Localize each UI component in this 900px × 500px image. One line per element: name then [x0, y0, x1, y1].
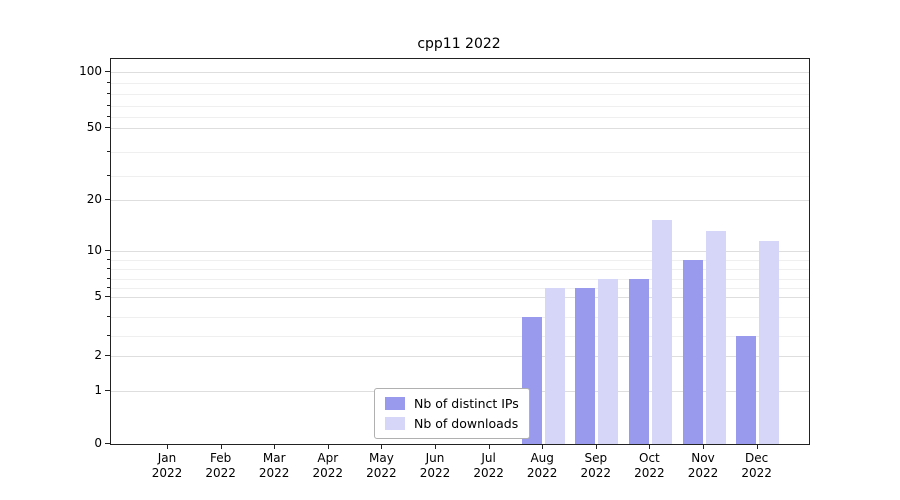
y-tick-10	[105, 250, 110, 252]
y-tick-label-0: 0	[94, 436, 102, 450]
bar-distinct-ips-dec	[736, 336, 757, 444]
y-tick-label-5: 5	[94, 288, 102, 303]
y-minor-tick-80	[107, 93, 110, 95]
legend-swatch-downloads	[385, 417, 405, 430]
minor-gridline-4	[111, 316, 809, 318]
y-minor-tick-4	[107, 315, 110, 317]
minor-gridline-60	[111, 116, 809, 118]
legend-item-distinct-ips: Nb of distinct IPs	[385, 396, 519, 411]
x-tick-label-oct: Oct 2022	[634, 451, 665, 480]
y-minor-tick-90	[107, 82, 110, 84]
minor-gridline-70	[111, 105, 809, 107]
bar-downloads-aug	[544, 287, 565, 444]
minor-gridline-8	[111, 269, 809, 271]
bar-distinct-ips-oct	[628, 278, 649, 444]
x-tick-may	[381, 444, 383, 449]
major-gridline-50	[111, 127, 809, 129]
y-tick-5	[105, 295, 110, 297]
x-tick-label-jun: Jun 2022	[419, 451, 451, 480]
minor-gridline-7	[111, 278, 809, 280]
x-tick-sep	[595, 444, 597, 449]
y-tick-2	[105, 354, 110, 356]
y-minor-tick-7	[107, 277, 110, 279]
x-tick-dec	[756, 444, 758, 449]
y-tick-0	[105, 443, 110, 444]
major-gridline-20	[111, 199, 809, 201]
y-tick-label-100: 100	[79, 64, 102, 79]
y-tick-50	[105, 126, 110, 128]
y-tick-label-10: 10	[86, 243, 102, 258]
legend-label-downloads: Nb of downloads	[414, 416, 519, 431]
plot-area: Nb of distinct IPs Nb of downloads	[110, 58, 810, 445]
x-tick-label-dec: Dec 2022	[741, 451, 772, 480]
x-tick-jul	[488, 444, 490, 449]
y-tick-label-50: 50	[86, 119, 102, 134]
x-tick-apr	[327, 444, 329, 449]
x-tick-mar	[274, 444, 276, 449]
x-tick-label-feb: Feb 2022	[205, 451, 236, 480]
y-tick-label-1: 1	[94, 382, 102, 397]
y-tick-20	[105, 198, 110, 200]
x-tick-jun	[435, 444, 436, 449]
y-tick-100	[105, 71, 110, 73]
minor-gridline-40	[111, 151, 809, 153]
major-gridline-100	[111, 72, 809, 74]
y-tick-1	[105, 389, 110, 391]
chart-title: cpp11 2022	[417, 36, 501, 52]
y-minor-tick-8	[107, 268, 110, 270]
x-tick-jan	[167, 444, 168, 449]
bar-downloads-nov	[705, 230, 726, 444]
y-minor-tick-3	[107, 335, 110, 337]
bar-downloads-oct	[651, 220, 672, 444]
bar-distinct-ips-nov	[682, 260, 703, 444]
legend-item-downloads: Nb of downloads	[385, 416, 519, 431]
y-minor-tick-40	[107, 150, 110, 152]
bar-distinct-ips-sep	[575, 287, 596, 444]
major-gridline-5	[111, 296, 809, 298]
bar-downloads-dec	[759, 240, 780, 444]
x-tick-label-sep: Sep 2022	[580, 451, 612, 480]
y-minor-tick-70	[107, 104, 110, 106]
x-tick-label-mar: Mar 2022	[258, 451, 290, 480]
legend-label-distinct-ips: Nb of distinct IPs	[414, 396, 519, 411]
y-tick-label-20: 20	[86, 191, 102, 206]
minor-gridline-30	[111, 175, 809, 177]
y-minor-tick-30	[107, 174, 110, 176]
minor-gridline-90	[111, 83, 809, 85]
x-tick-label-jan: Jan 2022	[151, 451, 183, 480]
y-minor-tick-60	[107, 115, 110, 117]
x-tick-label-may: May 2022	[366, 451, 397, 480]
x-tick-aug	[542, 444, 544, 449]
legend: Nb of distinct IPs Nb of downloads	[374, 388, 530, 439]
y-minor-tick-6	[107, 286, 110, 288]
minor-gridline-9	[111, 260, 809, 262]
y-minor-tick-9	[107, 259, 110, 261]
x-tick-label-aug: Aug 2022	[526, 451, 558, 480]
x-tick-label-jul: Jul 2022	[473, 451, 504, 480]
x-tick-feb	[220, 444, 222, 449]
major-gridline-2	[111, 355, 809, 357]
legend-swatch-distinct-ips	[385, 397, 405, 410]
x-tick-label-nov: Nov 2022	[687, 451, 719, 480]
minor-gridline-6	[111, 287, 809, 289]
x-tick-oct	[649, 444, 651, 449]
minor-gridline-3	[111, 336, 809, 338]
x-tick-label-apr: Apr 2022	[312, 451, 344, 480]
y-tick-label-2: 2	[94, 347, 102, 362]
x-tick-nov	[703, 444, 704, 449]
major-gridline-10	[111, 251, 809, 253]
minor-gridline-80	[111, 94, 809, 96]
bar-downloads-sep	[598, 278, 619, 444]
